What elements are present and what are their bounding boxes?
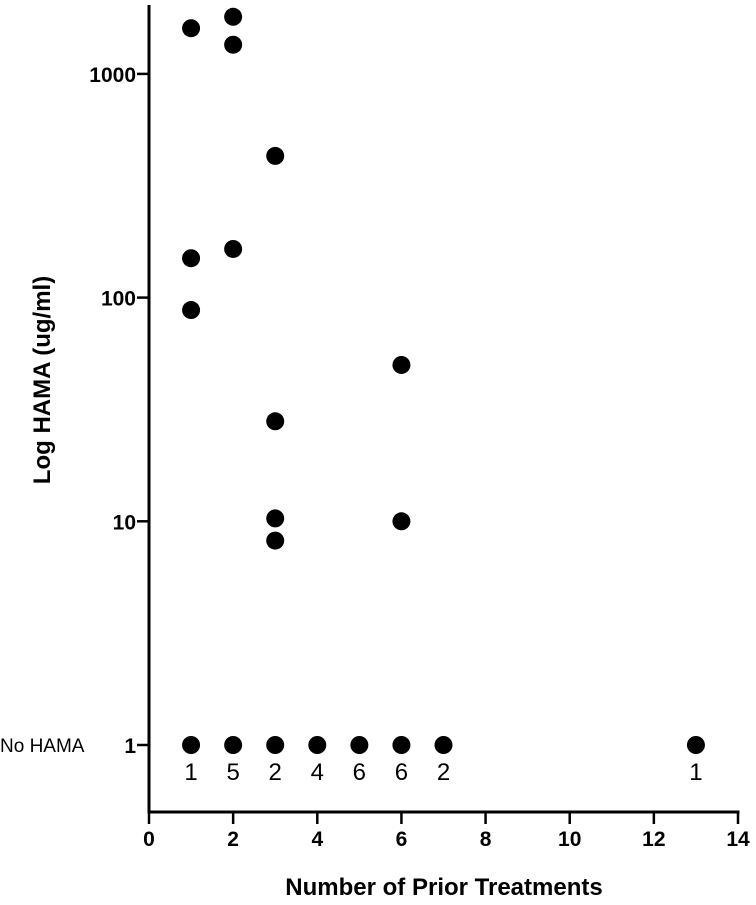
data-point	[350, 736, 369, 754]
data-point	[392, 355, 411, 374]
count-label: 5	[226, 759, 239, 786]
data-point	[266, 531, 285, 550]
count-label: 1	[689, 759, 702, 786]
data-point	[434, 736, 453, 754]
count-label: 2	[437, 759, 450, 786]
data-points	[182, 7, 705, 754]
count-label: 6	[395, 759, 408, 786]
baseline-counts: 1 5 2 4 6 6 2 1	[184, 759, 702, 786]
x-tick-label: 8	[480, 828, 492, 851]
count-label: 6	[353, 759, 366, 786]
x-tick-label: 6	[396, 828, 408, 851]
data-point	[182, 249, 201, 268]
x-tick-label: 4	[311, 828, 323, 851]
x-tick-label: 0	[143, 828, 155, 851]
y-tick-label: 10	[113, 511, 136, 534]
tick-marks	[137, 72, 740, 824]
data-point	[182, 19, 201, 38]
data-point	[392, 736, 411, 754]
baseline-label: No HAMA	[0, 736, 85, 757]
y-tick-label: 1000	[89, 64, 136, 87]
x-tick-label: 14	[726, 828, 750, 851]
data-point	[266, 509, 285, 528]
data-point	[224, 736, 243, 754]
y-tick-label: 1	[124, 735, 136, 758]
x-axis-title: Number of Prior Treatments	[285, 874, 602, 901]
data-point	[266, 146, 285, 165]
x-tick-label: 12	[642, 828, 665, 851]
count-label: 4	[311, 759, 324, 786]
data-point	[224, 239, 243, 258]
x-tick-label: 10	[558, 828, 581, 851]
data-point	[392, 512, 411, 531]
y-tick-label: 100	[101, 288, 136, 311]
count-label: 2	[269, 759, 282, 786]
data-point	[224, 35, 243, 54]
data-point	[266, 412, 285, 431]
data-point	[308, 736, 327, 754]
data-point	[686, 736, 705, 754]
axes	[147, 5, 740, 814]
x-tick-label: 2	[227, 828, 239, 851]
data-point	[182, 301, 201, 320]
data-point	[266, 736, 285, 754]
data-point	[182, 736, 201, 754]
data-point	[224, 7, 243, 26]
y-axis-title: Log HAMA (ug/ml)	[29, 276, 56, 484]
count-label: 1	[184, 759, 197, 786]
